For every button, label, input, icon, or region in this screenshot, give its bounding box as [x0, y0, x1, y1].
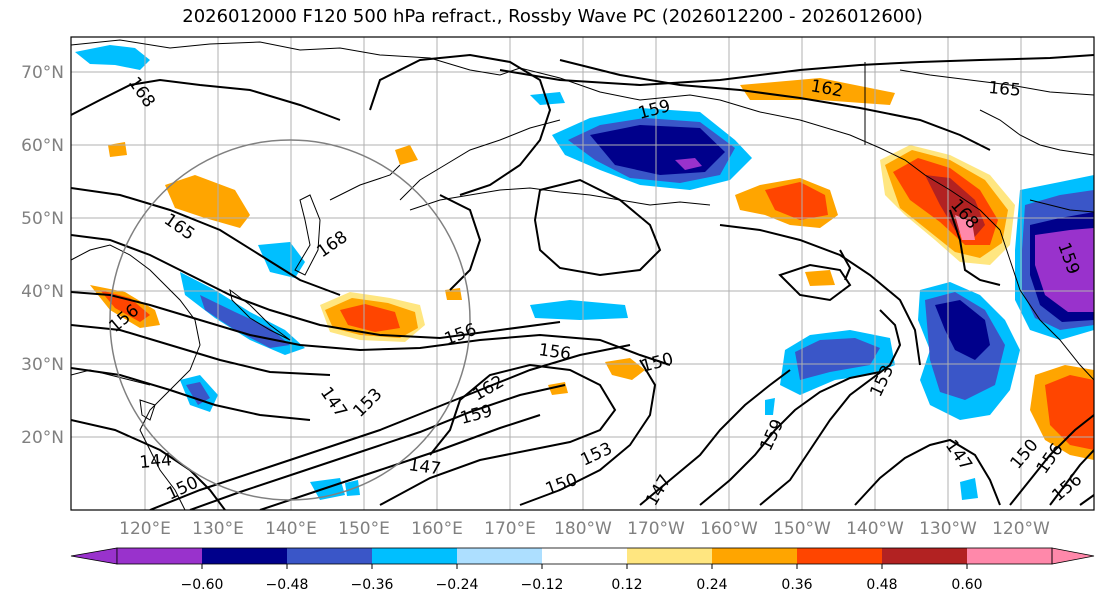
lon-label: 160°E [411, 519, 463, 539]
colorbar-tick-label: −0.36 [351, 577, 394, 593]
colorbar-outline [116, 547, 1053, 565]
shade-blob [258, 242, 305, 278]
shade-blob [960, 478, 978, 500]
colorbar-segment [117, 548, 202, 564]
lat-label: 40°N [21, 282, 64, 302]
colorbar-tick-label: −0.24 [436, 577, 479, 593]
shade-blob [530, 300, 628, 320]
shade-blob [955, 215, 975, 240]
colorbar-tick-label: 0.48 [866, 577, 897, 593]
shade-blob [530, 92, 565, 105]
contour-label: 165 [988, 78, 1022, 101]
shade-blob [445, 288, 462, 300]
contour-label: 156 [537, 340, 572, 364]
longitude-labels: 120°E 130°E 140°E 150°E 160°E 170°E 180°… [119, 519, 1050, 539]
graticule [71, 37, 1094, 510]
contour-label: 147 [407, 455, 442, 479]
contour-label: 144 [139, 450, 173, 473]
colorbar-segment [712, 548, 797, 564]
map-frame [70, 36, 1095, 511]
colorbar-segment [287, 548, 372, 564]
lat-label: 70°N [21, 63, 64, 83]
colorbar-segment [202, 548, 287, 564]
colorbar-tick-label: 0.12 [611, 577, 642, 593]
colorbar-segment [627, 548, 712, 564]
lon-label: 180°W [554, 519, 612, 539]
colorbar-tick-label: 0.24 [696, 577, 727, 593]
shade-blob [100, 290, 150, 322]
lon-label: 160°W [700, 519, 758, 539]
lon-label: 130°E [192, 519, 244, 539]
colorbar: −0.60 −0.48 −0.36 −0.24 −0.12 0.12 0.24 … [70, 547, 1095, 593]
lon-label: 130°W [919, 519, 977, 539]
shade-blob [765, 182, 828, 220]
shade-blob [108, 142, 127, 157]
shade-blob [340, 304, 400, 332]
colorbar-tick-label: −0.48 [266, 577, 309, 593]
lat-label: 30°N [21, 355, 64, 375]
lon-label: 170°E [484, 519, 536, 539]
lon-label: 140°W [846, 519, 904, 539]
latitude-labels: 70°N 60°N 50°N 40°N 30°N 20°N [21, 63, 64, 448]
colorbar-tick-label: −0.60 [181, 577, 224, 593]
region-circle [109, 139, 471, 501]
shade-blob [805, 270, 835, 286]
shade-blob [395, 145, 418, 165]
colorbar-min-extend [70, 547, 118, 565]
colorbar-segment [797, 548, 882, 564]
lon-label: 170°W [627, 519, 685, 539]
contours [71, 53, 1094, 510]
colorbar-segment [457, 548, 542, 564]
colorbar-segment [372, 548, 457, 564]
lon-label: 120°E [119, 519, 171, 539]
colorbar-segment [542, 548, 627, 564]
shade-blob [675, 158, 702, 170]
shade-blob [740, 78, 895, 105]
colorbar-tick-label: −0.12 [521, 577, 564, 593]
shade-blob [200, 295, 290, 348]
lat-label: 60°N [21, 136, 64, 156]
shade-blob [165, 175, 250, 228]
shade-blob [935, 300, 990, 360]
lon-label: 150°W [773, 519, 831, 539]
lon-label: 140°E [265, 519, 317, 539]
colorbar-segment [967, 548, 1052, 564]
colorbar-tick-label: 0.60 [951, 577, 982, 593]
lon-label: 120°W [992, 519, 1050, 539]
colorbar-tick-label: 0.36 [781, 577, 812, 593]
lat-label: 50°N [21, 209, 64, 229]
shading-layer [75, 45, 1094, 500]
colorbar-segment [882, 548, 967, 564]
shade-blob [1045, 375, 1094, 450]
shade-blob [765, 398, 775, 415]
lat-label: 20°N [21, 428, 64, 448]
map-title: 2026012000 F120 500 hPa refract., Rossby… [182, 6, 923, 27]
shade-blob [345, 480, 360, 496]
shade-blob [186, 382, 210, 405]
shade-blob [75, 45, 150, 70]
colorbar-max-extend [1051, 547, 1095, 565]
lon-label: 150°E [338, 519, 390, 539]
shade-blob [795, 338, 880, 380]
